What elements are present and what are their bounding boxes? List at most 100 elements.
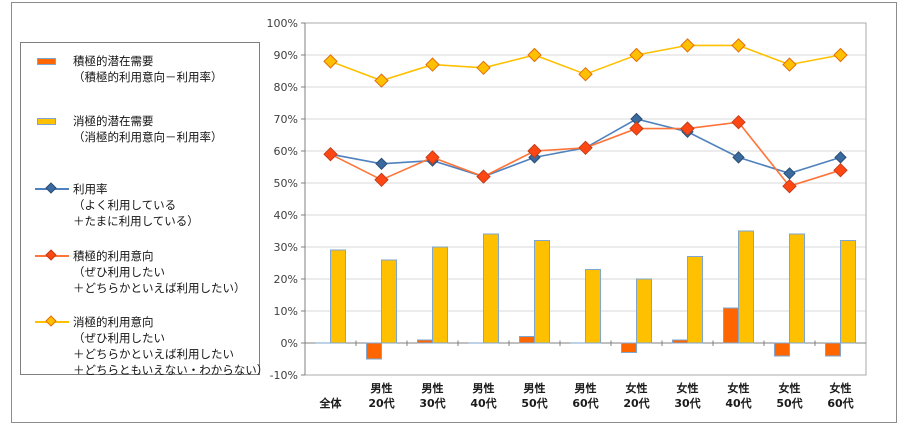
legend-label-line: 積極的利用意向: [73, 249, 154, 263]
line-positive-intent-marker: [323, 146, 338, 162]
line-positive-intent-marker: [425, 150, 440, 165]
legend-label-line: （消極的利用意向－利用率）: [73, 130, 223, 144]
legend-item-negative-latent-demand: 消極的潜在需要 （消極的利用意向－利用率）: [35, 113, 223, 145]
x-axis-category-label: 60代: [827, 396, 853, 410]
bar-negative-latent-demand: [840, 240, 856, 344]
diamond-marker-icon: [45, 182, 57, 194]
legend-bar-swatch-positive-latent-demand: [35, 53, 73, 69]
line-negative-intent-marker: [578, 66, 593, 82]
bar-swatch-icon: [37, 57, 56, 65]
line-positive-intent-marker: [374, 172, 389, 188]
x-axis-category-label: 女性: [728, 381, 750, 395]
legend-line-marker-positive-intent: [35, 248, 73, 264]
x-axis-category-label: 男性: [371, 381, 393, 395]
legend-label-line: 消極的利用意向: [73, 315, 154, 329]
line-positive-intent-marker: [782, 178, 797, 194]
bar-negative-latent-demand: [534, 240, 550, 344]
x-axis-category-label: 40代: [470, 396, 496, 410]
legend-item-label: 積極的利用意向 （ぜひ利用したい ＋どちらかといえば利用したい）: [73, 248, 246, 296]
legend-label-line: ＋どちらかといえば利用したい: [73, 347, 234, 361]
x-axis-category-label: 20代: [368, 396, 394, 410]
line-positive-intent-marker: [629, 121, 644, 136]
bar-negative-latent-demand: [789, 233, 805, 344]
y-axis-tick-label: 20%: [274, 273, 298, 286]
x-axis-category-label: 男性: [575, 381, 597, 395]
bar-positive-latent-demand: [774, 342, 790, 357]
bar-positive-latent-demand: [825, 342, 841, 357]
legend-item-label: 積極的潜在需要 （積極的利用意向－利用率）: [73, 53, 223, 85]
legend-item-positive-latent-demand: 積極的潜在需要 （積極的利用意向－利用率）: [35, 53, 223, 85]
legend-label-line: 消極的潜在需要: [73, 114, 154, 128]
legend-label-line: 積極的潜在需要: [73, 54, 154, 68]
diamond-marker-icon: [45, 315, 57, 327]
y-axis-tick-label: -10%: [270, 369, 298, 382]
y-axis-tick-label: 30%: [274, 241, 298, 254]
x-axis-category-label: 30代: [419, 396, 445, 410]
legend-item-positive-intent: 積極的利用意向 （ぜひ利用したい ＋どちらかといえば利用したい）: [35, 248, 246, 296]
x-axis-category-label: 男性: [473, 381, 495, 395]
line-negative-intent-marker: [629, 47, 644, 63]
bar-negative-latent-demand: [585, 268, 601, 344]
legend-label-line: （ぜひ利用したい: [73, 265, 165, 279]
y-axis-tick-label: 0%: [281, 337, 298, 350]
y-axis-tick-label: 70%: [274, 113, 298, 126]
bar-negative-latent-demand: [636, 278, 652, 344]
line-negative-intent-marker: [476, 60, 491, 76]
x-axis-category-label: 女性: [626, 381, 648, 395]
legend-line-marker-usage-rate: [35, 181, 73, 197]
bar-negative-latent-demand: [738, 230, 754, 344]
legend-label-line: ＋たまに利用している）: [73, 214, 199, 228]
x-axis-category-label: 60代: [572, 396, 598, 410]
line-usage-rate-marker: [783, 167, 796, 180]
x-axis-category-label: 40代: [725, 396, 751, 410]
x-axis-category-label: 30代: [674, 396, 700, 410]
legend-label-line: ＋どちらかといえば利用したい）: [73, 281, 246, 295]
bar-positive-latent-demand: [366, 342, 382, 360]
x-axis-category-label: 男性: [422, 381, 444, 395]
line-negative-intent-marker: [731, 38, 746, 53]
x-axis-category-label: 20代: [623, 396, 649, 410]
line-negative-intent-marker: [680, 38, 695, 53]
x-axis-category-label: 女性: [779, 381, 801, 395]
bar-negative-latent-demand: [687, 256, 703, 344]
legend-label-line: （積極的利用意向－利用率）: [73, 70, 223, 84]
bar-negative-latent-demand: [330, 249, 346, 344]
bar-positive-latent-demand: [417, 339, 433, 344]
x-axis-category-label: 女性: [830, 381, 852, 395]
chart-legend: 積極的潜在需要 （積極的利用意向－利用率） 消極的潜在需要 （消極的利用意向－利用率）…: [20, 42, 268, 377]
bar-swatch-icon: [37, 117, 56, 125]
line-negative-intent-marker: [425, 57, 440, 72]
legend-item-label: 利用率 （よく利用している ＋たまに利用している）: [73, 181, 199, 229]
line-positive-intent-marker: [731, 114, 746, 130]
bar-negative-latent-demand: [381, 259, 397, 344]
y-axis-tick-label: 80%: [274, 81, 298, 94]
legend-label-line: （よく利用している: [73, 198, 177, 212]
line-negative-intent-marker: [782, 57, 797, 72]
x-axis-category-label: 50代: [776, 396, 802, 410]
legend-label-line: 利用率: [73, 182, 108, 196]
y-axis-tick-label: 40%: [274, 209, 298, 222]
bar-positive-latent-demand: [519, 336, 535, 344]
legend-label-line: （ぜひ利用したい: [73, 331, 165, 345]
line-positive-intent-marker: [527, 143, 542, 159]
bar-negative-latent-demand: [483, 233, 499, 344]
line-positive-intent-marker: [476, 169, 491, 184]
bar-negative-latent-demand: [432, 246, 448, 344]
legend-item-negative-intent: 消極的利用意向 （ぜひ利用したい ＋どちらかといえば利用したい ＋どちらともいえない・…: [35, 314, 268, 378]
bar-positive-latent-demand: [621, 342, 637, 354]
line-usage-rate-marker: [375, 157, 388, 171]
x-axis-category-label: 女性: [677, 381, 699, 395]
line-negative-intent-marker: [833, 47, 848, 63]
y-axis-tick-label: 100%: [267, 17, 298, 30]
diamond-marker-icon: [45, 249, 57, 261]
legend-label-line: ＋どちらともいえない・わからない）: [73, 363, 269, 377]
legend-line-marker-negative-intent: [35, 314, 73, 330]
line-positive-intent-marker: [578, 140, 593, 156]
x-axis-category-label: 全体: [319, 396, 343, 410]
line-positive-intent-marker: [833, 162, 848, 178]
y-axis-tick-label: 90%: [274, 49, 298, 62]
legend-item-label: 消極的潜在需要 （消極的利用意向－利用率）: [73, 113, 223, 145]
y-axis-tick-label: 60%: [274, 145, 298, 158]
bar-positive-latent-demand: [723, 307, 739, 344]
